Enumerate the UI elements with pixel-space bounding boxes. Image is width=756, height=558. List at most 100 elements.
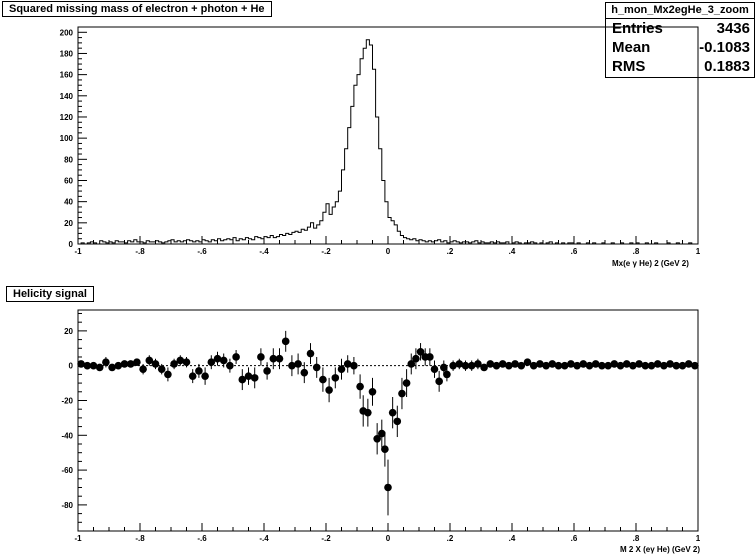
- data-point: [378, 429, 386, 438]
- data-point: [300, 368, 309, 377]
- entries-value: 3436: [716, 20, 750, 37]
- data-point: [678, 361, 687, 370]
- data-point: [350, 361, 358, 370]
- missing-mass-histogram: 0 20 40 60 80 100 120 140 160 180 200 -1 -.8 -.6 -.4 -.…: [60, 26, 701, 268]
- x-tick-label: -1: [74, 247, 82, 256]
- x-tick-label: 0: [386, 247, 391, 256]
- data-point: [176, 356, 185, 365]
- data-point: [364, 408, 372, 417]
- data-point: [188, 372, 197, 380]
- data-point: [579, 360, 588, 368]
- data-point: [337, 365, 346, 373]
- y-tick-label: 60: [64, 176, 73, 185]
- y-tick-label: 180: [60, 49, 74, 58]
- data-point: [207, 358, 216, 367]
- x-tick-label: .2: [447, 247, 454, 256]
- rms-label: RMS: [612, 58, 646, 75]
- data-point: [461, 361, 470, 370]
- data-point: [306, 349, 315, 358]
- entries-label: Entries: [612, 20, 663, 37]
- data-point: [449, 361, 457, 370]
- data-point: [139, 365, 147, 373]
- data-point: [455, 360, 464, 368]
- x-tick-label: -.2: [321, 247, 331, 256]
- data-point: [384, 483, 392, 492]
- data-point: [232, 353, 240, 361]
- data-point: [83, 361, 92, 370]
- data-point: [157, 365, 166, 373]
- x-tick-label: .8: [633, 534, 640, 543]
- x-tick-label: -.6: [197, 534, 207, 543]
- data-point: [511, 360, 519, 368]
- y-tick-label: 100: [60, 134, 74, 143]
- data-point: [641, 361, 650, 370]
- stats-rms-row: RMS 0.1883: [606, 57, 754, 76]
- data-point: [505, 361, 513, 370]
- data-point: [480, 363, 488, 372]
- data-point: [560, 361, 569, 370]
- data-point: [393, 417, 402, 426]
- data-point: [164, 370, 172, 379]
- data-point: [226, 361, 234, 370]
- y-tick-label: 80: [64, 155, 73, 164]
- data-point: [402, 379, 411, 387]
- data-point: [170, 360, 178, 368]
- x-tick-label: -.8: [135, 534, 145, 543]
- bottom-chart-title: Helicity signal: [6, 286, 94, 302]
- data-point: [312, 363, 321, 372]
- data-point: [548, 360, 557, 368]
- data-point: [331, 374, 340, 382]
- x-tick-label: .6: [571, 247, 578, 256]
- y-tick-label: 0: [69, 362, 74, 371]
- data-point: [523, 358, 532, 367]
- data-point: [629, 361, 637, 370]
- x-tick-label: 0: [386, 534, 391, 543]
- y-tick-label: -60: [61, 466, 73, 475]
- data-point: [467, 361, 476, 370]
- x-tick-label: -.2: [321, 534, 331, 543]
- x-tick-label: .2: [447, 534, 454, 543]
- data-point: [89, 361, 98, 370]
- x-tick-label: .4: [509, 534, 516, 543]
- mean-value: -0.1083: [699, 39, 750, 56]
- data-point: [573, 361, 581, 370]
- data-point: [407, 360, 416, 368]
- x-tick-label: 1: [696, 247, 701, 256]
- data-point: [672, 361, 681, 370]
- data-point: [635, 360, 643, 368]
- data-point: [498, 360, 507, 368]
- data-point: [269, 354, 278, 363]
- data-point: [443, 370, 451, 379]
- data-point: [195, 367, 203, 375]
- data-point: [598, 361, 606, 370]
- data-point: [529, 361, 538, 370]
- data-point: [114, 361, 123, 370]
- data-point: [325, 386, 333, 394]
- data-point: [684, 360, 693, 368]
- histogram-name: h_mon_Mx2egHe_3_zoom: [606, 3, 754, 19]
- data-point: [343, 360, 352, 368]
- data-point: [294, 360, 302, 368]
- rms-value: 0.1883: [704, 58, 750, 75]
- data-point: [426, 353, 434, 361]
- data-point: [213, 354, 222, 363]
- x-tick-label: -.8: [135, 247, 145, 256]
- data-point: [288, 361, 296, 370]
- data-point: [542, 361, 550, 370]
- x-tick-label: -.4: [259, 247, 269, 256]
- data-point: [356, 382, 364, 391]
- data-point: [486, 360, 495, 368]
- data-point: [554, 361, 563, 370]
- data-point: [95, 363, 104, 372]
- data-point: [604, 361, 612, 370]
- data-point: [666, 360, 674, 368]
- data-point: [585, 361, 594, 370]
- y-tick-label: -20: [61, 396, 73, 405]
- data-point: [281, 337, 290, 346]
- data-point: [368, 387, 377, 396]
- data-point: [622, 360, 631, 368]
- data-point: [108, 363, 116, 372]
- x-tick-label: -.6: [197, 247, 207, 256]
- x-tick-label: .8: [633, 247, 640, 256]
